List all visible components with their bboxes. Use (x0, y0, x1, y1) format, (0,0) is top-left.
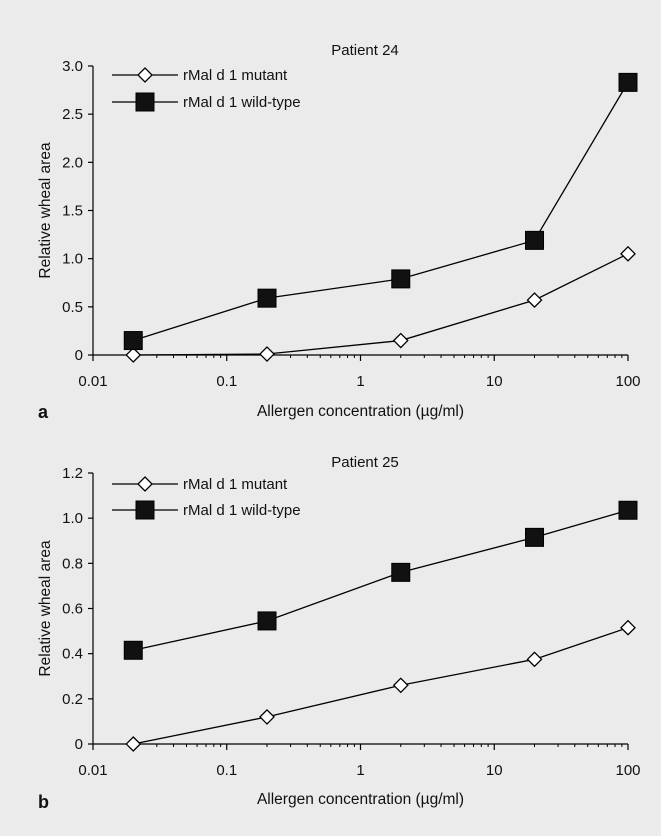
legend-label: rMal d 1 wild-type (183, 502, 301, 519)
data-point-square (391, 269, 411, 289)
x-tick-label: 10 (486, 373, 503, 390)
series-wild-type (123, 72, 638, 351)
y-axis-title: Relative wheal area (37, 142, 54, 279)
data-point-diamond (526, 292, 543, 309)
legend-marker-square (135, 500, 155, 520)
data-point-diamond (526, 651, 543, 668)
x-tick-label: 0.1 (216, 373, 237, 390)
legend-label: rMal d 1 wild-type (183, 94, 301, 111)
series-mutant (125, 245, 636, 363)
data-point-diamond (125, 347, 142, 363)
x-tick-label: 1 (356, 762, 364, 779)
y-tick-label: 1.2 (62, 465, 83, 482)
x-tick-label: 0.01 (78, 762, 107, 779)
y-tick-label: 2.5 (62, 106, 83, 123)
chart-panel-a: 0 0.5 1.0 1.5 2.0 2.5 3.0 0.01 0.1 1 10 100 Allergen… (37, 42, 641, 422)
y-tick-label: 0.2 (62, 691, 83, 708)
data-point-square (618, 500, 638, 520)
y-tick-label: 0 (75, 736, 83, 753)
y-tick-label: 0.6 (62, 601, 83, 618)
x-tick-label: 0.01 (78, 373, 107, 390)
legend-marker-square (135, 92, 155, 112)
y-tick-label: 1.0 (62, 510, 83, 527)
data-point-diamond (259, 346, 275, 362)
x-axis-title: Allergen concentration (µg/ml) (257, 403, 464, 420)
x-tick-label: 10 (486, 762, 503, 779)
y-tick-label: 0.5 (62, 299, 83, 316)
panel-title: Patient 25 (331, 454, 399, 471)
series-mutant (125, 619, 636, 752)
series-wild-type (123, 500, 638, 660)
data-point-diamond (259, 708, 275, 725)
data-point-square (123, 640, 143, 660)
legend: rMal d 1 mutant rMal d 1 wild-type (112, 476, 301, 520)
y-tick-label: 1.0 (62, 251, 83, 268)
panel-title: Patient 24 (331, 42, 399, 59)
data-point-square (618, 72, 638, 92)
x-axis-title: Allergen concentration (µg/ml) (257, 791, 464, 808)
chart-panel-b: 0 0.2 0.4 0.6 0.8 1.0 1.2 0.01 0.1 1 10 100 Allergen… (37, 454, 641, 812)
y-tick-label: 1.5 (62, 203, 83, 220)
data-point-diamond (620, 619, 636, 636)
panel-letter: b (38, 792, 49, 812)
panel-letter: a (38, 402, 49, 422)
data-point-square (525, 527, 545, 547)
x-tick-label: 1 (356, 373, 364, 390)
data-point-diamond (125, 736, 142, 752)
legend-label: rMal d 1 mutant (183, 476, 288, 493)
y-tick-label: 0.4 (62, 646, 83, 663)
data-point-diamond (392, 677, 409, 694)
y-axis-title: Relative wheal area (37, 540, 54, 677)
data-point-square (257, 611, 277, 631)
data-point-square (391, 562, 411, 582)
data-point-square (525, 230, 545, 250)
legend-marker-diamond (137, 476, 153, 492)
legend-marker-diamond (137, 67, 153, 83)
x-tick-label: 100 (615, 762, 640, 779)
x-tick-label: 100 (615, 373, 640, 390)
legend: rMal d 1 mutant rMal d 1 wild-type (112, 67, 301, 112)
y-tick-label: 0 (75, 347, 83, 364)
data-point-diamond (392, 332, 409, 349)
x-tick-label: 0.1 (216, 762, 237, 779)
y-tick-label: 0.8 (62, 555, 83, 572)
data-point-square (123, 331, 143, 351)
legend-label: rMal d 1 mutant (183, 67, 288, 84)
y-tick-label: 3.0 (62, 58, 83, 75)
data-point-square (257, 288, 277, 308)
data-point-diamond (620, 245, 636, 262)
y-tick-label: 2.0 (62, 154, 83, 171)
